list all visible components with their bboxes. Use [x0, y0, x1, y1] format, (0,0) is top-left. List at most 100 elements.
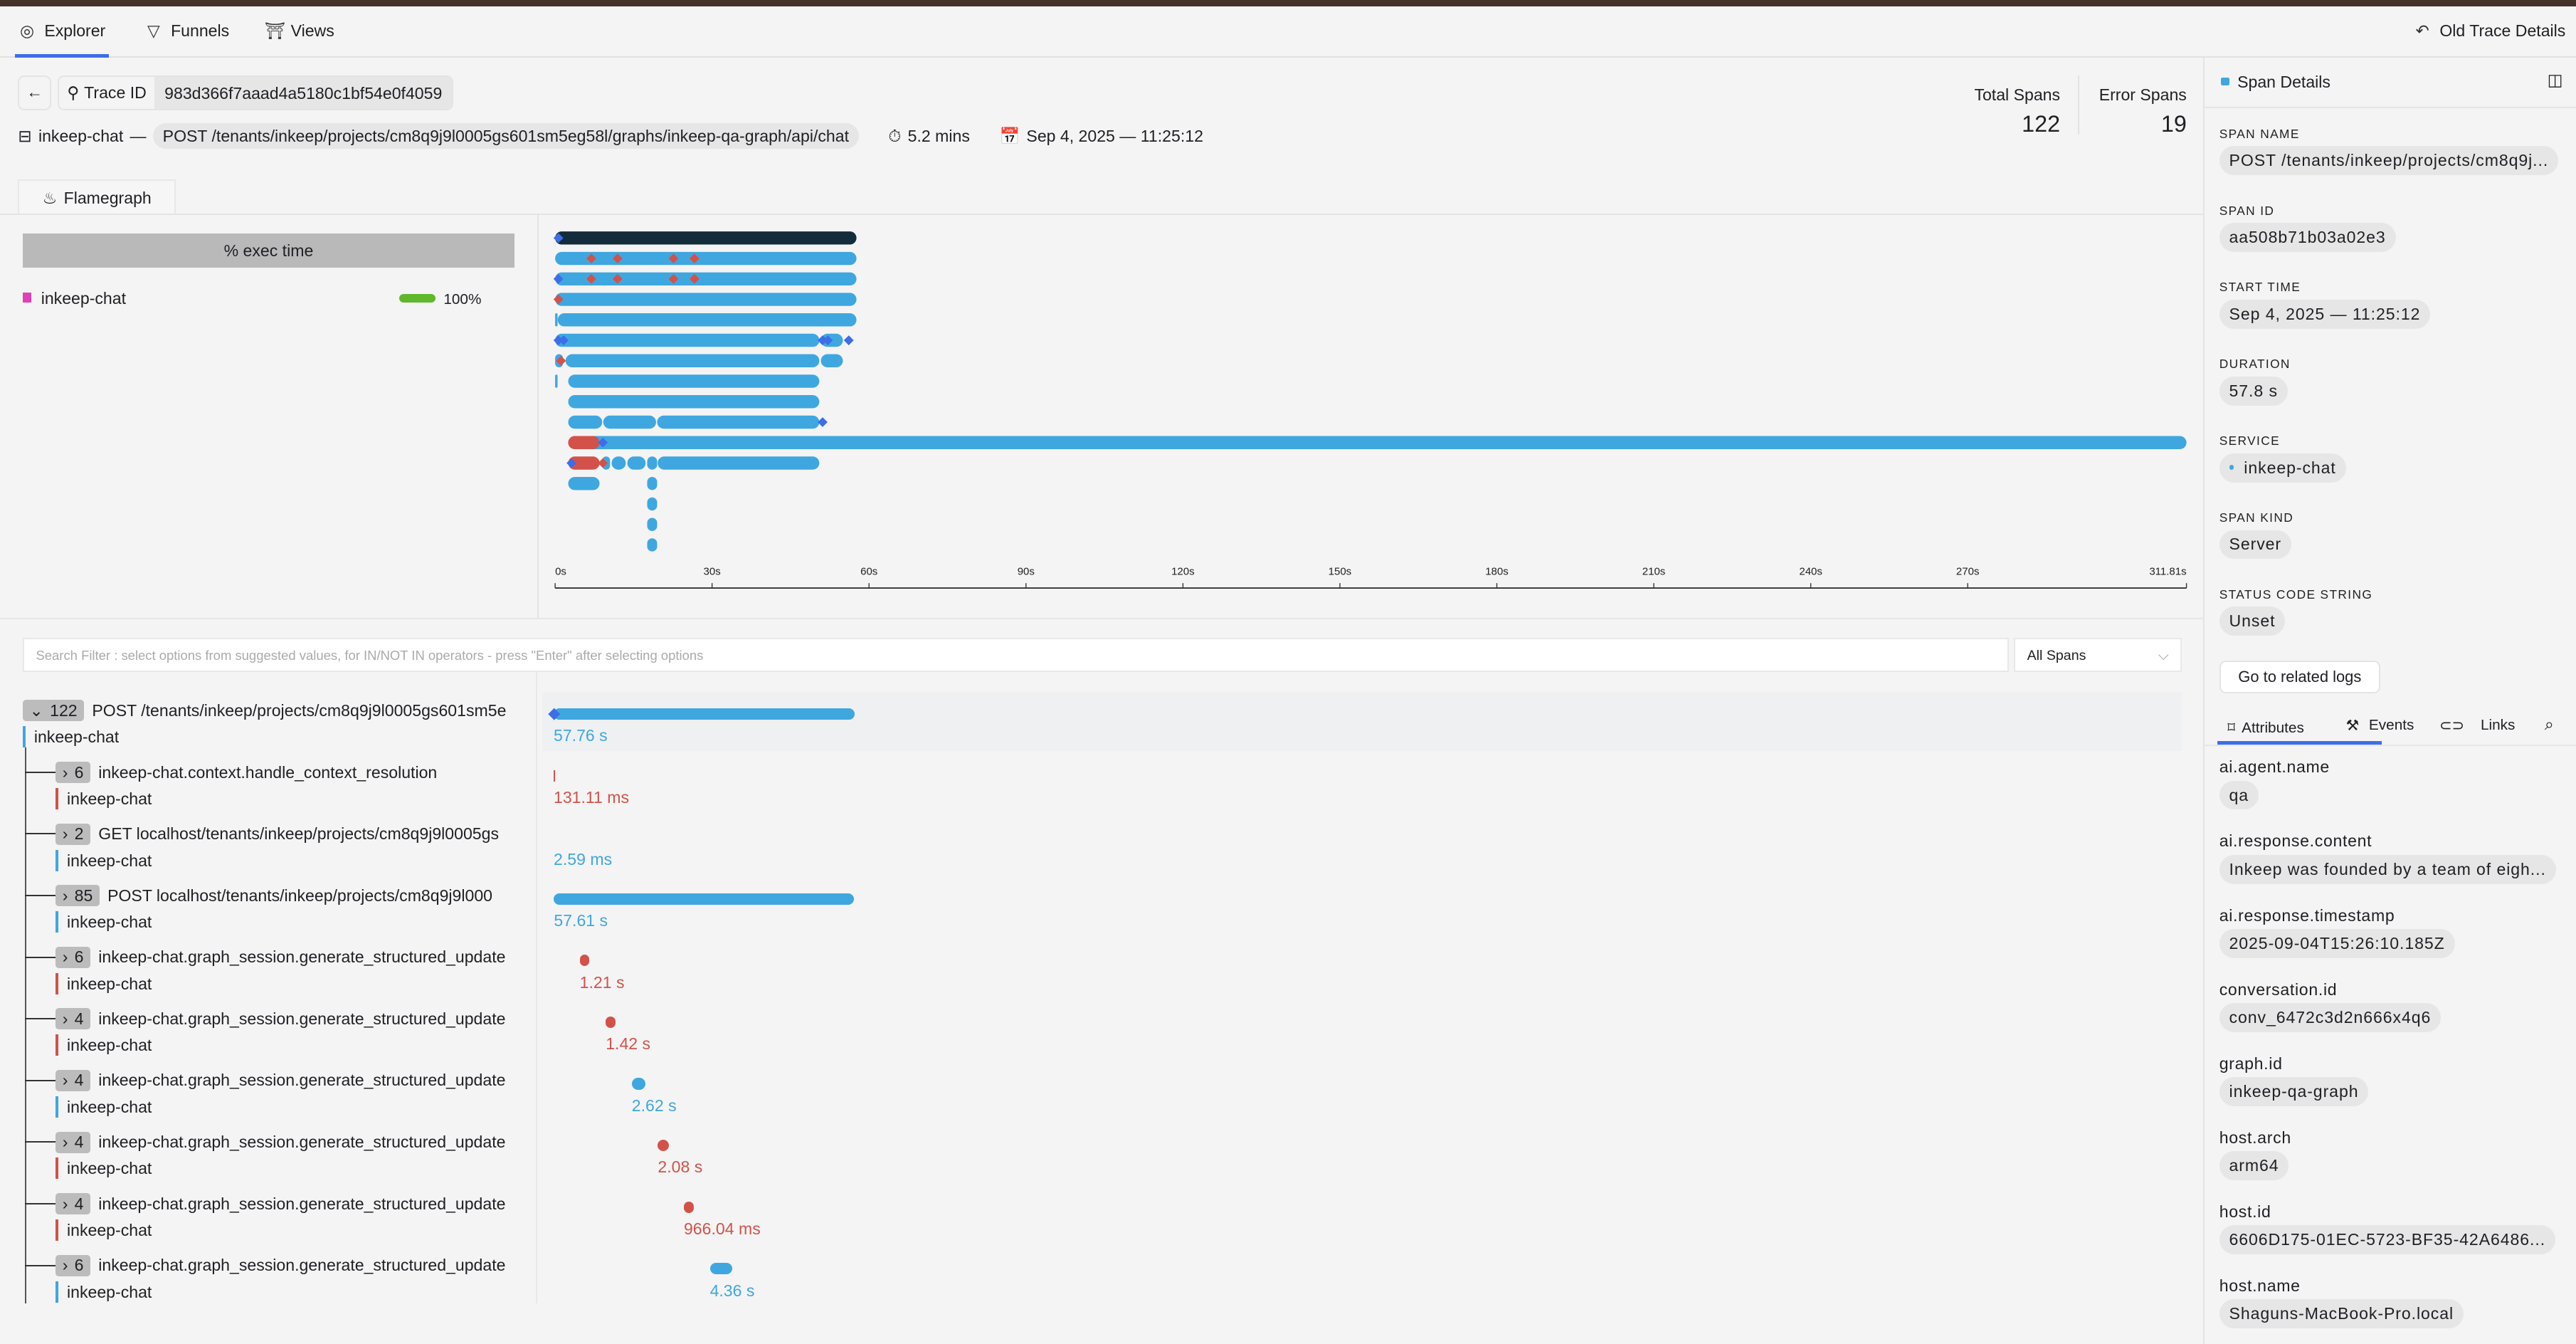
attribute-value[interactable]: Inkeep was founded by a team of eigh... [2219, 854, 2556, 884]
expand-toggle[interactable]: › 6 [56, 762, 90, 784]
old-trace-details-link[interactable]: ↶ Old Trace Details [2413, 21, 2565, 41]
expand-toggle[interactable]: › 4 [56, 1131, 90, 1153]
flame-span[interactable] [555, 334, 820, 347]
flame-span[interactable] [566, 354, 820, 368]
attribute-value[interactable]: inkeep-qa-graph [2219, 1077, 2369, 1106]
tab-attributes[interactable]: ⌑ Attributes [2227, 717, 2304, 740]
tab-explorer[interactable]: ◎ Explorer [14, 21, 110, 57]
tab-flamegraph[interactable]: ♨ Flamegraph [18, 179, 176, 216]
flame-span[interactable] [658, 456, 820, 471]
expand-toggle[interactable]: › 85 [56, 885, 100, 907]
span-name[interactable]: › 6 inkeep-chat.graph_session.generate_str… [56, 1254, 535, 1276]
field-value-text: aa508b71b03a02e3 [2229, 228, 2386, 247]
attribute-value[interactable]: conv_6472c3d2n666x4q6 [2219, 1002, 2442, 1032]
search-icon[interactable]: ⌕ [2544, 715, 2554, 734]
span-name-text: GET localhost/tenants/inkeep/projects/cm… [98, 824, 500, 844]
attribute-value[interactable]: Shaguns-MacBook-Pro.local [2219, 1299, 2464, 1329]
trace-id-value[interactable]: 983d366f7aaad4a5180c1bf54e0f4059 [154, 77, 453, 109]
flame-span[interactable] [611, 456, 626, 471]
flame-span[interactable] [568, 477, 600, 490]
expand-toggle[interactable]: › 4 [56, 1008, 90, 1030]
tab-links[interactable]: ⊂⊃ Links [2439, 717, 2515, 735]
span-name[interactable]: › 85 POST localhost/tenants/inkeep/project… [56, 885, 535, 907]
flame-span[interactable] [557, 313, 857, 327]
flame-span[interactable] [555, 313, 558, 327]
service-dot [2229, 465, 2234, 471]
flame-span[interactable] [568, 436, 2187, 450]
span-name[interactable]: › 4 inkeep-chat.graph_session.generate_str… [56, 1193, 535, 1215]
flame-span[interactable] [568, 395, 820, 409]
span-name[interactable]: ⌄ 122 POST /tenants/inkeep/projects/cm8q9j… [23, 700, 535, 722]
span-name[interactable]: › 2 GET localhost/tenants/inkeep/projects/… [56, 823, 535, 845]
attribute-value[interactable]: arm64 [2219, 1151, 2289, 1181]
flame-span[interactable] [555, 293, 857, 307]
span-name[interactable]: › 4 inkeep-chat.graph_session.generate_str… [56, 1008, 535, 1030]
expand-toggle[interactable]: › 6 [56, 1254, 90, 1276]
flame-span[interactable] [647, 518, 658, 532]
span-duration-bar[interactable] [554, 708, 855, 720]
table-row[interactable]: ⌄ 122 POST /tenants/inkeep/projects/cm8q9j… [0, 691, 2202, 755]
flame-span[interactable] [820, 354, 843, 368]
table-row[interactable]: › 6 inkeep-chat.graph_session.generate_str… [0, 940, 2202, 1002]
span-name[interactable]: › 4 inkeep-chat.graph_session.generate_str… [56, 1069, 535, 1091]
table-row[interactable]: › 85 POST localhost/tenants/inkeep/project… [0, 878, 2202, 940]
table-row[interactable]: › 6 inkeep-chat.graph_session.generate_str… [0, 1248, 2202, 1310]
span-duration-bar[interactable] [683, 1201, 694, 1213]
flame-span[interactable] [568, 374, 820, 389]
expand-toggle[interactable]: › 2 [56, 823, 90, 845]
tab-events[interactable]: ⚒ Events [2345, 717, 2414, 735]
flamegraph-chart[interactable]: 0s 30s 60s 90s 120s 150s 180s 210s 240s 270s 311.8… [539, 215, 2203, 618]
flame-span[interactable] [647, 456, 658, 471]
attribute-value[interactable]: qa [2219, 780, 2259, 810]
flame-span[interactable] [657, 416, 820, 429]
tab-label: Links [2480, 716, 2516, 733]
span-duration-bar[interactable] [631, 1078, 645, 1090]
span-filter-select[interactable]: All Spans ⌵ [2014, 637, 2182, 673]
window-top-bar [0, 0, 2576, 7]
attribute-value[interactable]: 2025-09-04T15:26:10.185Z [2219, 928, 2455, 958]
flame-span[interactable] [603, 416, 657, 429]
flame-span[interactable] [568, 436, 600, 450]
table-row[interactable]: › 4 inkeep-chat.graph_session.generate_str… [0, 1187, 2202, 1249]
expand-toggle[interactable]: ⌄ 122 [23, 700, 84, 722]
flame-span[interactable] [647, 498, 658, 511]
span-name[interactable]: › 6 inkeep-chat.context.handle_context_res… [56, 762, 535, 784]
flame-span[interactable] [627, 456, 646, 471]
span-duration-bar[interactable] [554, 770, 556, 782]
flame-span[interactable] [568, 416, 603, 429]
span-duration-bar[interactable] [709, 1263, 733, 1275]
attribute-value[interactable]: 6606D175-01EC-5723-BF35-42A6486... [2219, 1225, 2555, 1255]
table-row[interactable]: › 2 GET localhost/tenants/inkeep/projects/… [0, 817, 2202, 878]
flame-span[interactable] [555, 231, 857, 245]
expand-toggle[interactable]: › 6 [56, 946, 90, 968]
tab-funnels[interactable]: ▽ Funnels [144, 21, 229, 41]
span-name[interactable]: › 6 inkeep-chat.graph_session.generate_str… [56, 946, 535, 968]
tree-connector [24, 1264, 56, 1266]
table-row[interactable]: › 4 inkeep-chat.graph_session.generate_str… [0, 1064, 2202, 1125]
tab-views[interactable]: ⛩ Views [265, 21, 334, 41]
flame-span[interactable] [647, 477, 658, 490]
expand-toggle[interactable]: › 4 [56, 1069, 90, 1091]
span-duration-bar[interactable] [579, 955, 590, 967]
events-icon: ⚒ [2345, 717, 2360, 734]
flame-span[interactable] [555, 272, 857, 286]
flame-span[interactable] [555, 374, 558, 389]
flame-span[interactable] [647, 538, 658, 552]
table-row[interactable]: › 4 inkeep-chat.graph_session.generate_str… [0, 1125, 2202, 1187]
search-filter-input[interactable]: Search Filter : select options from sugg… [23, 637, 2010, 673]
panel-toggle-icon[interactable]: ◫ [2547, 70, 2563, 90]
flame-span[interactable] [555, 252, 857, 266]
related-logs-button[interactable]: Go to related logs [2219, 661, 2380, 694]
span-duration-bar[interactable] [606, 1016, 616, 1029]
tree-connector [24, 833, 56, 835]
span-duration-bar[interactable] [554, 893, 854, 905]
expand-toggle[interactable]: › 4 [56, 1193, 90, 1215]
span-name[interactable]: › 4 inkeep-chat.graph_session.generate_str… [56, 1131, 535, 1153]
table-row[interactable]: › 4 inkeep-chat.graph_session.generate_str… [0, 1002, 2202, 1064]
table-row[interactable]: › 6 inkeep-chat.context.handle_context_res… [0, 755, 2202, 817]
flame-span[interactable] [568, 456, 600, 471]
service-name: inkeep-chat [56, 1034, 152, 1056]
span-duration-bar[interactable] [658, 1140, 669, 1152]
exec-time-header[interactable]: % exec time [23, 233, 514, 268]
back-button[interactable]: ← [18, 75, 51, 110]
